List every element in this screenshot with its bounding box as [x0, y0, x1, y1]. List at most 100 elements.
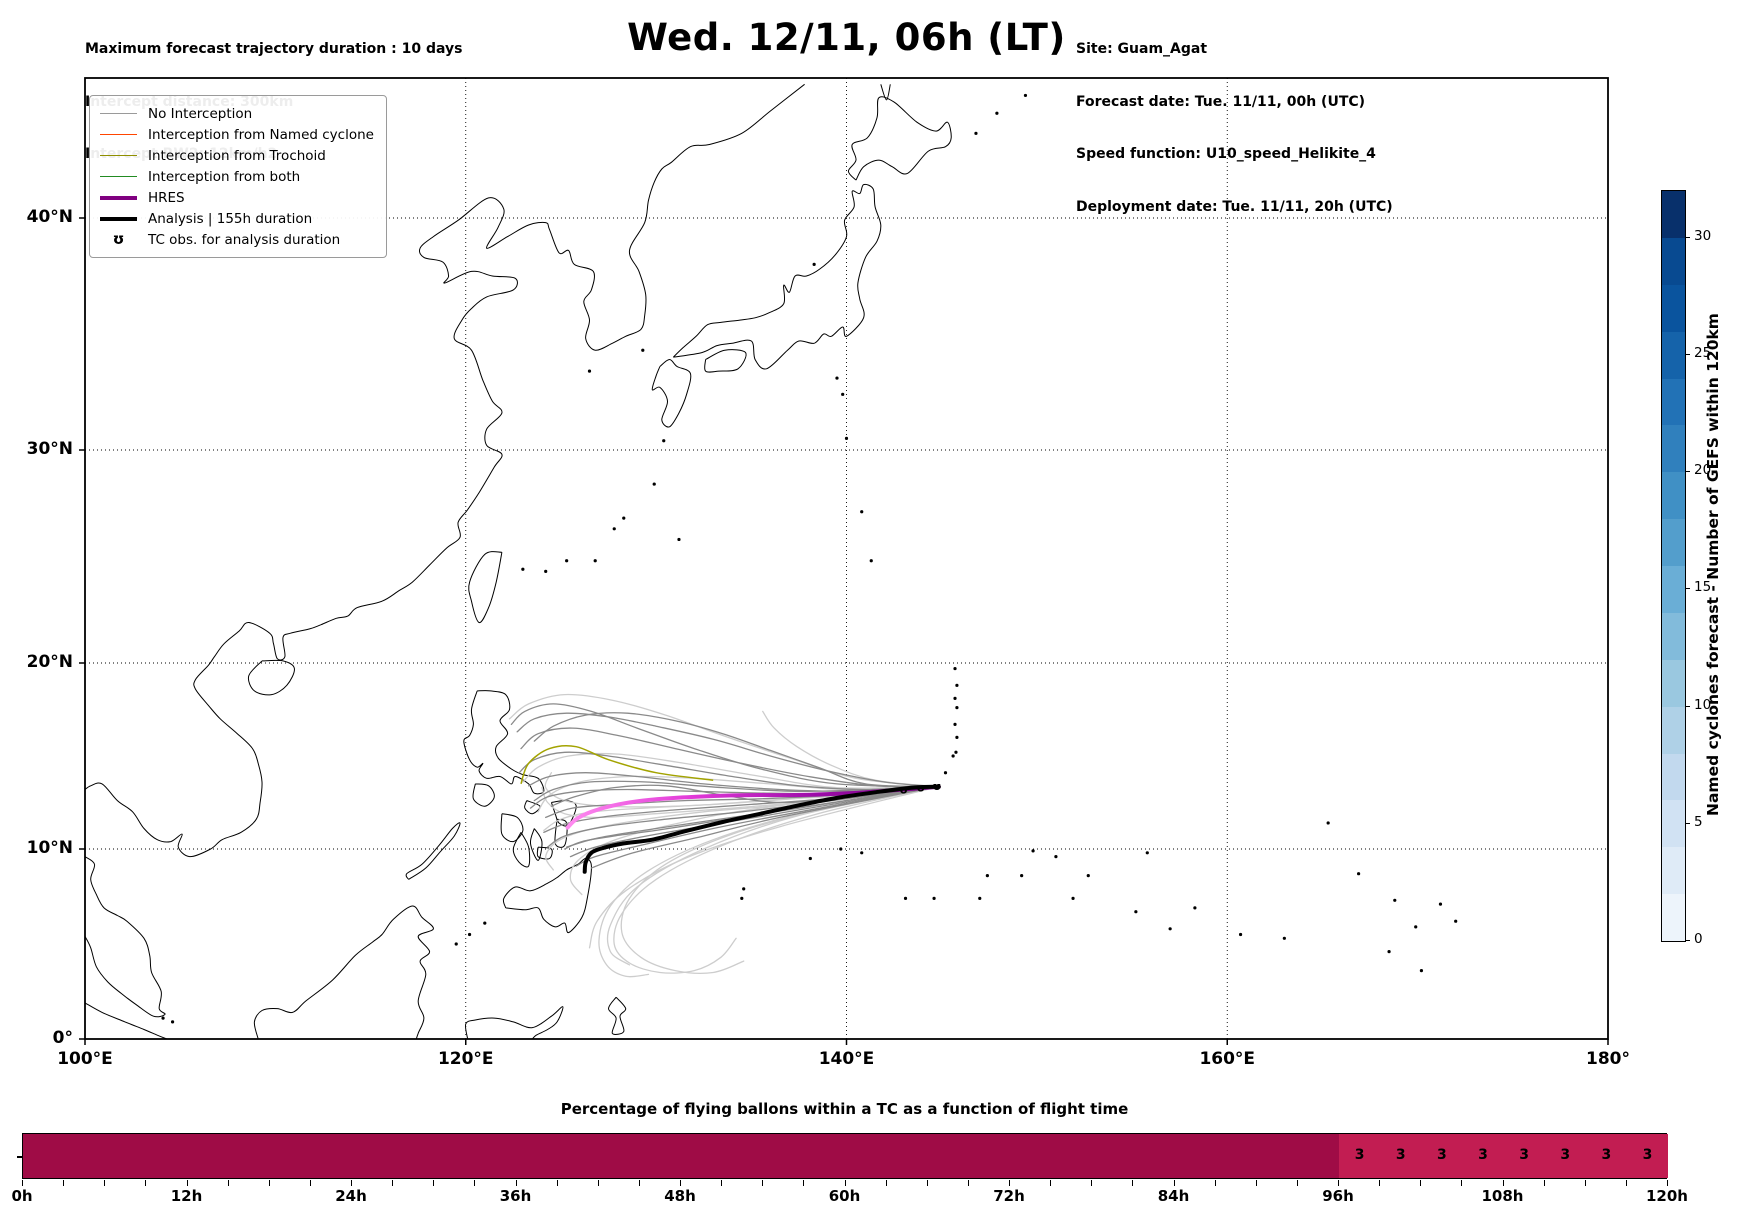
island-dot: [1134, 910, 1138, 914]
coastline: [554, 818, 568, 848]
island-dot: [903, 896, 908, 901]
strip-tick-label: 72h: [993, 1187, 1025, 1205]
colorbar-segment: [1662, 472, 1685, 520]
legend-label: No Interception: [148, 105, 253, 122]
legend-item: ʊ TC obs. for analysis duration: [100, 229, 374, 250]
strip-tick: [309, 1180, 311, 1186]
island-dot: [860, 851, 864, 855]
island-dot: [1054, 855, 1058, 859]
coastline: [651, 359, 692, 428]
coastline: [704, 349, 747, 373]
island-dot: [662, 439, 666, 443]
strip-title: Percentage of flying ballons within a TC…: [560, 1100, 1129, 1118]
info-block-right: Site: Guam_Agat Forecast date: Tue. 11/1…: [1076, 6, 1393, 251]
strip-tick: [268, 1180, 270, 1186]
strip-tick: [1584, 1180, 1586, 1186]
colorbar-segment: [1662, 566, 1685, 613]
info-line: Speed function: U10_speed_Helikite_4: [1076, 146, 1376, 162]
strip-bar-segment: [1339, 1134, 1668, 1178]
colorbar-tick-label: 15: [1694, 579, 1712, 596]
island-dot: [677, 537, 681, 542]
legend-label: TC obs. for analysis duration: [148, 231, 341, 248]
island-dot: [985, 874, 989, 878]
colorbar-segment: [1662, 191, 1685, 238]
tc-obs-cyclone-icon: ʊ: [916, 782, 925, 795]
trajectory-no-interception-light: [588, 786, 939, 949]
strip-tick: [556, 1180, 558, 1186]
legend-item: HRES: [100, 187, 374, 208]
legend-line-sample: [100, 134, 137, 135]
strip-tick: [392, 1180, 394, 1186]
legend-line-sample: [100, 216, 137, 221]
colorbar-tick: [1685, 354, 1690, 356]
colorbar-segment: [1662, 284, 1685, 332]
y-tick-label: 20°N: [26, 652, 73, 672]
strip-y-tick: [17, 1156, 22, 1158]
colorbar-tick-label: 10: [1694, 696, 1712, 713]
colorbar-segment: [1662, 753, 1685, 801]
strip-tick-label: 96h: [1322, 1187, 1354, 1205]
trajectory-no-interception: [516, 712, 939, 788]
island-dot: [1393, 898, 1397, 902]
info-line: Deployment date: Tue. 11/11, 20h (UTC): [1076, 198, 1393, 215]
strip-tick: [1173, 1180, 1175, 1186]
coastline: [672, 183, 882, 370]
island-dot: [1071, 896, 1075, 901]
legend-line-sample: [100, 134, 137, 135]
island-dot: [641, 348, 645, 352]
island-dot: [740, 896, 744, 901]
strip-tick: [22, 1180, 23, 1186]
coastline: [85, 856, 166, 1018]
island-dot: [1357, 872, 1361, 876]
strip-tick-label: 12h: [170, 1187, 203, 1205]
colorbar-tick: [1685, 705, 1690, 707]
island-dot: [565, 559, 569, 563]
island-dot: [1145, 851, 1149, 855]
strip-value-label: 3: [1395, 1147, 1406, 1163]
island-dot: [1031, 849, 1035, 853]
colorbar-tick: [1685, 471, 1690, 473]
strip-tick: [186, 1180, 188, 1186]
coastline: [468, 551, 503, 624]
legend-label: HRES: [148, 189, 185, 206]
trajectory-no-interception: [518, 751, 939, 791]
strip-tick: [844, 1180, 846, 1186]
coastline: [536, 846, 553, 860]
colorbar-tick: [1685, 588, 1690, 590]
strip-bar-segment: [23, 1134, 1339, 1178]
strip-tick: [104, 1180, 106, 1186]
island-dot: [812, 262, 816, 266]
strip-tick-label: 48h: [664, 1187, 696, 1205]
strip-tick: [1214, 1180, 1216, 1186]
colorbar-segment: [1662, 425, 1685, 473]
legend-label: Interception from Trochoid: [148, 147, 326, 164]
strip-tick-label: 24h: [335, 1187, 367, 1205]
strip-value-label: 3: [1354, 1147, 1365, 1163]
info-line: Site: Guam_Agat: [1076, 41, 1208, 57]
strip-tick-label: 36h: [499, 1187, 532, 1205]
island-dot: [860, 510, 864, 514]
coastline: [512, 832, 531, 868]
strip-tick: [1379, 1180, 1381, 1186]
tc-obs-cyclone-icon: ʊ: [899, 783, 908, 796]
tc-obs-cyclone-icon: ʊ: [933, 780, 942, 793]
coastline: [85, 1002, 168, 1039]
strip-tick: [1255, 1180, 1257, 1186]
info-line: Maximum forecast trajectory duration : 1…: [85, 41, 463, 57]
trajectory-no-interception: [575, 786, 939, 867]
island-dot: [869, 559, 873, 563]
coastline: [524, 800, 541, 815]
island-dot: [808, 856, 812, 861]
island-dot: [544, 569, 548, 574]
island-dot: [467, 932, 472, 937]
island-dot: [951, 754, 955, 758]
legend-item: Interception from both: [100, 166, 374, 187]
map-legend: No Interception Interception from Named c…: [89, 95, 387, 258]
colorbar-segment: [1662, 237, 1685, 285]
strip-value-label: 3: [1642, 1147, 1653, 1163]
island-dot: [1414, 925, 1418, 929]
colorbar-tick: [1685, 822, 1690, 824]
coastline: [247, 659, 295, 696]
strip-value-label: 3: [1436, 1147, 1447, 1163]
